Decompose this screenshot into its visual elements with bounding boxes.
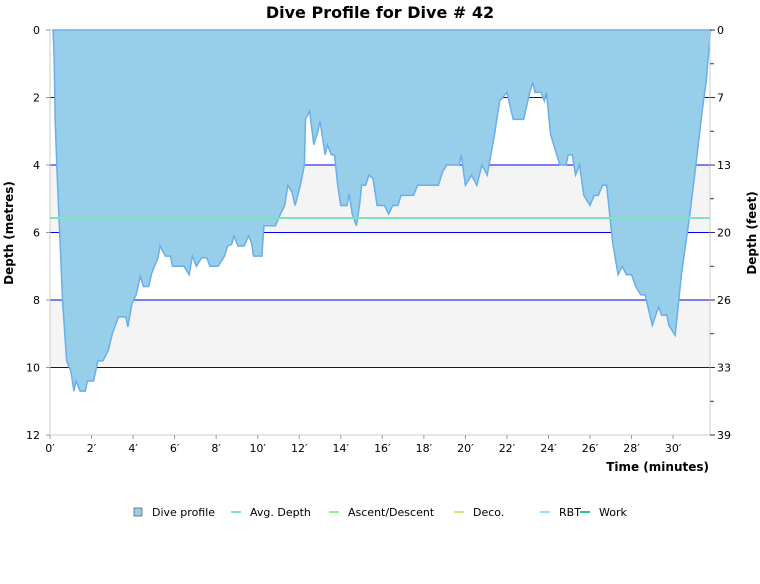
legend-item-label: Dive profile — [152, 506, 215, 519]
y-tick-label: 0 — [33, 24, 40, 37]
y2-tick-label: 20 — [717, 227, 731, 240]
legend-swatch-box — [133, 507, 143, 517]
x-tick-label: 26′ — [582, 442, 599, 455]
x-tick-label: 16′ — [374, 442, 391, 455]
legend-item-label: Ascent/Descent — [348, 506, 435, 519]
y-tick-label: 6 — [33, 227, 40, 240]
x-tick-label: 18′ — [416, 442, 433, 455]
y-tick-label: 4 — [33, 159, 40, 172]
legend-item-label: Deco. — [473, 506, 504, 519]
y2-axis-label: Depth (feet) — [745, 191, 759, 274]
x-tick-label: 4′ — [128, 442, 138, 455]
y2-tick-label: 13 — [717, 159, 731, 172]
y2-tick-label: 39 — [717, 429, 731, 442]
shaded-band — [50, 300, 710, 368]
x-axis-label: Time (minutes) — [606, 460, 709, 474]
x-tick-label: 24′ — [540, 442, 557, 455]
x-tick-label: 0′ — [45, 442, 55, 455]
x-tick-label: 14′ — [333, 442, 350, 455]
y2-tick-label: 26 — [717, 294, 731, 307]
y-axis-label: Depth (metres) — [2, 181, 16, 285]
y2-tick-label: 33 — [717, 362, 731, 375]
chart-title: Dive Profile for Dive # 42 — [266, 3, 494, 22]
x-tick-label: 8′ — [211, 442, 221, 455]
x-tick-label: 6′ — [170, 442, 180, 455]
legend-item-label: RBT — [559, 506, 581, 519]
x-tick-label: 28′ — [623, 442, 640, 455]
y-tick-label: 12 — [26, 429, 40, 442]
y-tick-label: 2 — [33, 92, 40, 105]
legend-item-label: Work — [599, 506, 627, 519]
x-tick-label: 30′ — [665, 442, 682, 455]
dive-profile-area — [52, 29, 712, 392]
x-tick-label: 12′ — [291, 442, 308, 455]
x-tick-label: 10′ — [249, 442, 266, 455]
y2-tick-label: 7 — [717, 92, 724, 105]
x-tick-label: 20′ — [457, 442, 474, 455]
x-tick-label: 22′ — [499, 442, 516, 455]
y-tick-label: 10 — [26, 362, 40, 375]
y2-tick-label: 0 — [717, 24, 724, 37]
x-tick-label: 2′ — [87, 442, 97, 455]
legend-item-label: Avg. Depth — [250, 506, 311, 519]
y-tick-label: 8 — [33, 294, 40, 307]
legend: Dive profile Avg. Depth Ascent/Descent Deco… — [133, 506, 627, 519]
